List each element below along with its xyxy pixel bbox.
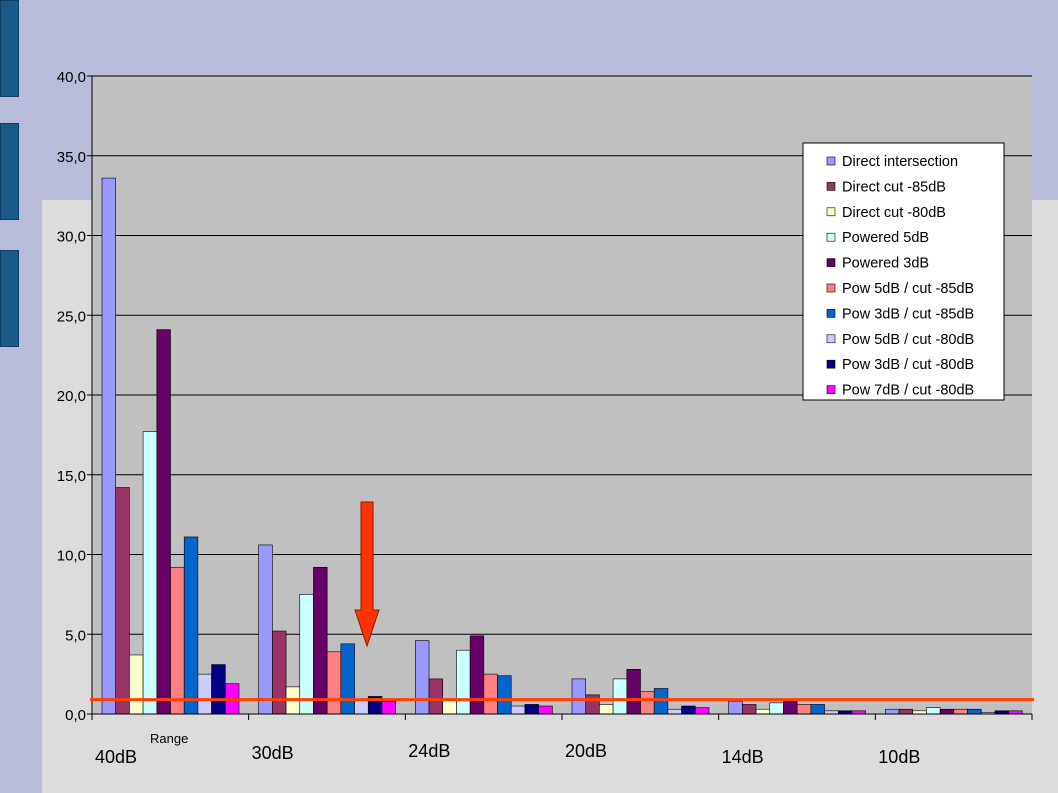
y-tick-label: 5,0: [65, 627, 86, 644]
bar: [415, 640, 430, 715]
y-tick-label: 25,0: [57, 308, 86, 325]
legend-swatch: [826, 309, 836, 318]
legend-swatch: [826, 156, 836, 166]
bar: [626, 669, 641, 715]
legend-label: Direct cut -85dB: [842, 179, 946, 195]
legend-label: Pow 3dB / cut -80dB: [842, 357, 974, 373]
bar: [653, 688, 669, 715]
bar: [101, 177, 116, 715]
legend-swatch: [826, 283, 836, 293]
y-tick-label: 15,0: [57, 468, 86, 485]
bar: [953, 708, 968, 715]
bars: [101, 177, 1023, 715]
legend-swatch: [826, 232, 836, 242]
bar: [599, 704, 614, 715]
slide-tab-1: [0, 0, 19, 97]
bar: [211, 664, 226, 715]
legend-label: Pow 3dB / cut -85dB: [842, 306, 974, 322]
bar: [456, 649, 471, 715]
legend-label: Pow 7dB / cut -80dB: [842, 383, 974, 399]
bar: [898, 708, 914, 715]
bar: [667, 708, 682, 715]
legend: Direct intersection Direct cut -85dB Direc…: [802, 142, 1005, 401]
bar: [497, 675, 512, 715]
bar: [769, 702, 784, 715]
bar: [183, 536, 199, 715]
bar: [170, 566, 185, 715]
bar: [156, 329, 171, 715]
y-tick-label: 10,0: [57, 548, 86, 565]
bar: [742, 704, 757, 715]
bar: [197, 673, 212, 715]
legend-swatch: [826, 334, 836, 344]
legend-box: [802, 142, 1005, 401]
bar: [728, 700, 743, 715]
bar: [885, 708, 900, 715]
legend-label: Powered 5dB: [842, 230, 929, 246]
legend-swatch: [826, 182, 836, 191]
bar: [640, 691, 655, 715]
legend-swatch: [826, 359, 836, 369]
legend-swatch: [826, 385, 836, 394]
slide-tab-2: [0, 123, 19, 220]
y-tick-label: 20,0: [57, 388, 86, 405]
y-tick-label: 30,0: [57, 229, 86, 246]
y-tick-label: 35,0: [57, 149, 86, 166]
x-axis-ticks: [91, 714, 1033, 720]
bar: [796, 704, 812, 715]
bar: [612, 678, 628, 715]
legend-label: Powered 3dB: [842, 256, 929, 272]
bar: [510, 705, 526, 715]
y-tick-label: 0,0: [65, 707, 86, 724]
legend-label: Direct cut -80dB: [842, 205, 946, 221]
category-label: 14dB: [722, 747, 764, 767]
range-annotation: Range: [150, 731, 188, 746]
bar: [585, 694, 600, 715]
bar: [939, 708, 955, 715]
bar: [810, 704, 825, 715]
bar: [967, 708, 982, 715]
bar: [694, 707, 710, 715]
category-labels: 40dB 30dB 24dB 20dB 14dB 10dB: [95, 741, 920, 767]
category-label: 10dB: [878, 747, 920, 767]
arrow-shape: [354, 501, 380, 648]
bar: [483, 673, 498, 715]
red-arrow-annotation: [354, 501, 380, 648]
bar: [299, 594, 314, 715]
category-label: 20dB: [565, 741, 607, 761]
bar: [783, 699, 798, 715]
bar: [115, 487, 130, 715]
legend-swatch: [826, 207, 836, 217]
bar: [469, 635, 485, 715]
bar: [326, 651, 342, 715]
bar: [258, 544, 273, 715]
bar: [755, 708, 771, 715]
category-label: 40dB: [95, 747, 137, 767]
slide-tab-3: [0, 250, 19, 347]
bar: [313, 566, 328, 715]
legend-label: Direct intersection: [842, 154, 958, 170]
bar: [571, 678, 586, 715]
bar: [681, 705, 696, 715]
category-label: 30dB: [252, 743, 294, 763]
bar: [524, 704, 539, 715]
bar: [340, 643, 355, 715]
bar: [926, 707, 941, 715]
legend-label: Pow 5dB / cut -80dB: [842, 332, 974, 348]
bar: [442, 699, 457, 715]
y-axis-ticks: 0,0 5,0 10,0 15,0 20,0 25,0 30,0 35,0 40,0: [57, 69, 92, 724]
bar: [272, 630, 287, 715]
category-label: 24dB: [408, 741, 450, 761]
bar: [129, 654, 144, 715]
bar: [538, 705, 553, 715]
y-tick-label: 40,0: [57, 69, 86, 86]
bar: [354, 699, 369, 715]
bar: [428, 678, 444, 715]
legend-swatch: [826, 258, 836, 267]
bar: [142, 431, 158, 715]
legend-label: Pow 5dB / cut -85dB: [842, 281, 974, 297]
bar: [381, 700, 396, 715]
